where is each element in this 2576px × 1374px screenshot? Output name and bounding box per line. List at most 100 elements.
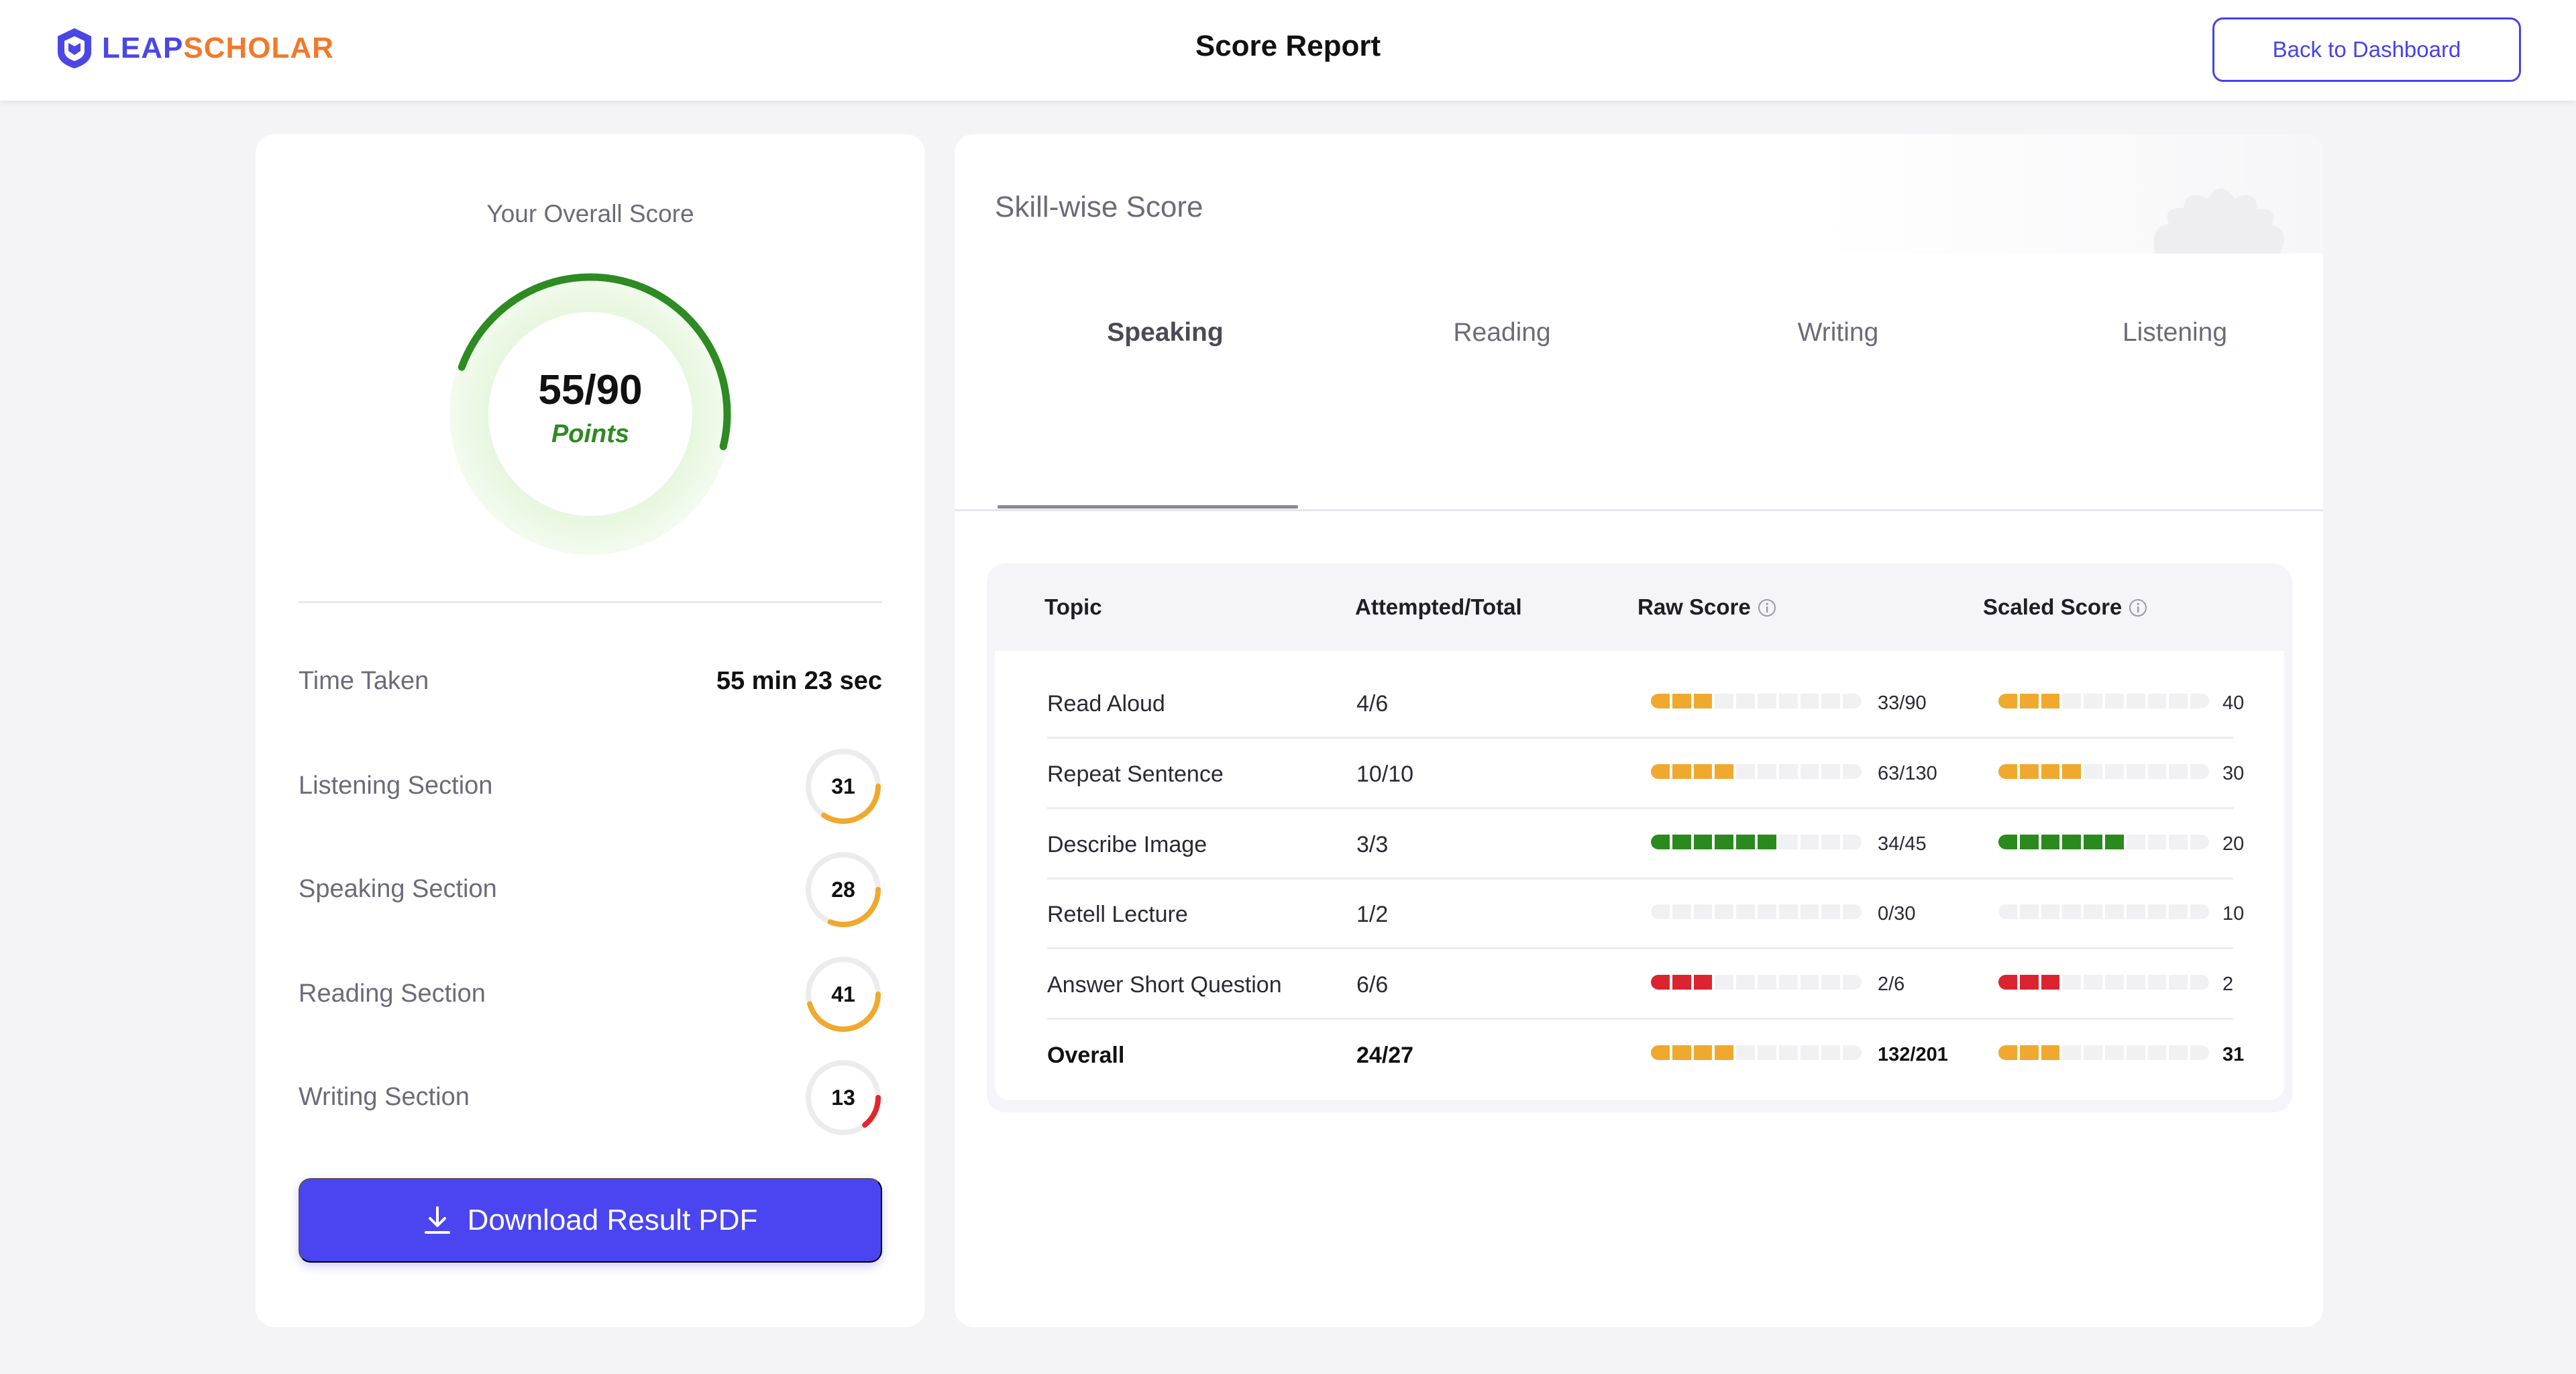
bar-segment <box>2041 694 2060 708</box>
bar-segment <box>1693 764 1713 779</box>
bar-segment <box>1843 904 1862 919</box>
raw-score-bar <box>1651 1045 1862 1060</box>
skill-wise-score-card: Skill-wise Score Speaking Reading Writin… <box>955 134 2323 1327</box>
bar-segment <box>1778 904 1798 919</box>
bar-segment <box>1778 975 1798 990</box>
bar-segment <box>2147 904 2167 919</box>
reading-section-row: Reading Section 41 <box>299 955 882 1036</box>
section-score-ring <box>806 957 881 1032</box>
bar-segment <box>2104 1045 2124 1060</box>
bar-segment <box>2062 1045 2082 1060</box>
bar-segment <box>1693 904 1713 919</box>
bar-segment <box>2126 904 2145 919</box>
scaled-score-bar <box>1998 975 2209 990</box>
top-header: LEAP SCHOLAR Score Report Back to Dashbo… <box>0 0 2576 101</box>
bar-segment <box>1757 694 1776 708</box>
section-label: Listening Section <box>299 772 493 800</box>
scaled-score-value: 20 <box>2222 833 2245 855</box>
section-score: 31 <box>831 774 855 798</box>
table-row: Retell Lecture 1/2 0/30 10 <box>1047 879 2244 949</box>
table-row: Read Aloud 4/6 33/90 40 <box>1047 668 2244 739</box>
bar-segment <box>1843 835 1862 849</box>
back-to-dashboard-button[interactable]: Back to Dashboard <box>2212 17 2521 82</box>
bar-segment <box>1778 1045 1798 1060</box>
ring-progress <box>806 992 881 1032</box>
bar-segment <box>2147 764 2167 779</box>
bar-segment <box>2126 835 2145 849</box>
listening-section-row: Listening Section 31 <box>299 747 882 828</box>
info-icon[interactable] <box>2129 598 2147 617</box>
bar-segment <box>2104 694 2124 708</box>
bar-segment <box>1998 694 2017 708</box>
bar-segment <box>1998 975 2017 990</box>
bar-segment <box>2084 975 2102 990</box>
attempted-cell: 1/2 <box>1356 902 1389 927</box>
bar-segment <box>1672 904 1691 919</box>
bar-segment <box>1843 694 1862 708</box>
tab-reading[interactable]: Reading <box>1453 318 1551 347</box>
bar-segment <box>2190 835 2209 849</box>
bar-segment <box>2126 1045 2145 1060</box>
scaled-score-value: 2 <box>2222 973 2234 995</box>
tab-speaking[interactable]: Speaking <box>1107 318 1224 347</box>
overall-score-value: 55/90 <box>538 367 643 413</box>
bar-segment <box>1651 975 1670 990</box>
bar-segment <box>2062 835 2082 849</box>
bar-segment <box>1715 904 1734 919</box>
bar-segment <box>1715 835 1734 849</box>
bar-segment <box>2169 1045 2188 1060</box>
logo-text-leap: LEAP <box>102 32 184 64</box>
ring-progress <box>821 784 881 824</box>
bar-segment <box>2104 764 2124 779</box>
column-header-topic: Topic <box>1044 594 1102 619</box>
download-icon <box>424 1206 450 1234</box>
row-divider <box>1047 947 2233 949</box>
raw-score-bar <box>1651 975 1862 990</box>
bar-segment <box>2190 904 2209 919</box>
bar-segment <box>1821 904 1841 919</box>
raw-score-value: 34/45 <box>1878 833 1927 855</box>
table-row: Repeat Sentence 10/10 63/130 30 <box>1047 739 2244 809</box>
bar-segment <box>2041 764 2060 779</box>
bar-segment <box>2147 835 2167 849</box>
topic-cell: Read Aloud <box>1047 691 1165 717</box>
column-header-raw-score: Raw Score <box>1638 594 1776 620</box>
bar-segment <box>1800 975 1819 990</box>
bar-segment <box>2084 764 2102 779</box>
bar-segment <box>1800 904 1819 919</box>
bar-segment <box>2019 694 2039 708</box>
info-icon[interactable] <box>1758 598 1776 617</box>
scaled-score-value: 40 <box>2222 692 2245 714</box>
bar-segment <box>1998 1045 2017 1060</box>
bar-segment <box>2019 904 2039 919</box>
bar-segment <box>2062 904 2082 919</box>
bar-segment <box>1736 904 1755 919</box>
tab-listening[interactable]: Listening <box>2122 318 2228 347</box>
tab-writing[interactable]: Writing <box>1797 318 1879 347</box>
ring-progress <box>862 1095 881 1128</box>
bar-segment <box>2062 694 2082 708</box>
bar-segment <box>2126 975 2145 990</box>
bar-segment <box>1715 694 1734 708</box>
bar-segment <box>1693 694 1713 708</box>
bar-segment <box>2104 904 2124 919</box>
table-row: Describe Image 3/3 34/45 20 <box>1047 809 2244 880</box>
bar-segment <box>1757 764 1776 779</box>
bar-segment <box>1800 835 1819 849</box>
skill-wise-score-title: Skill-wise Score <box>995 191 1203 223</box>
scaled-score-bar <box>1998 904 2209 919</box>
time-taken-value: 55 min 23 sec <box>716 667 882 695</box>
bar-segment <box>1672 764 1691 779</box>
active-tab-indicator <box>998 505 1298 509</box>
bar-segment <box>1757 1045 1776 1060</box>
bar-segment <box>1998 904 2017 919</box>
scaled-score-value: 31 <box>2222 1044 2245 1065</box>
bar-segment <box>1651 764 1670 779</box>
download-result-pdf-button[interactable]: Download Result PDF <box>299 1178 882 1263</box>
bar-segment <box>2019 1045 2039 1060</box>
bar-segment <box>2062 764 2082 779</box>
leapscholar-logo[interactable]: LEAP SCHOLAR <box>56 27 334 70</box>
overall-score-gauge <box>449 273 731 555</box>
bar-segment <box>2190 694 2209 708</box>
bar-segment <box>2019 975 2039 990</box>
